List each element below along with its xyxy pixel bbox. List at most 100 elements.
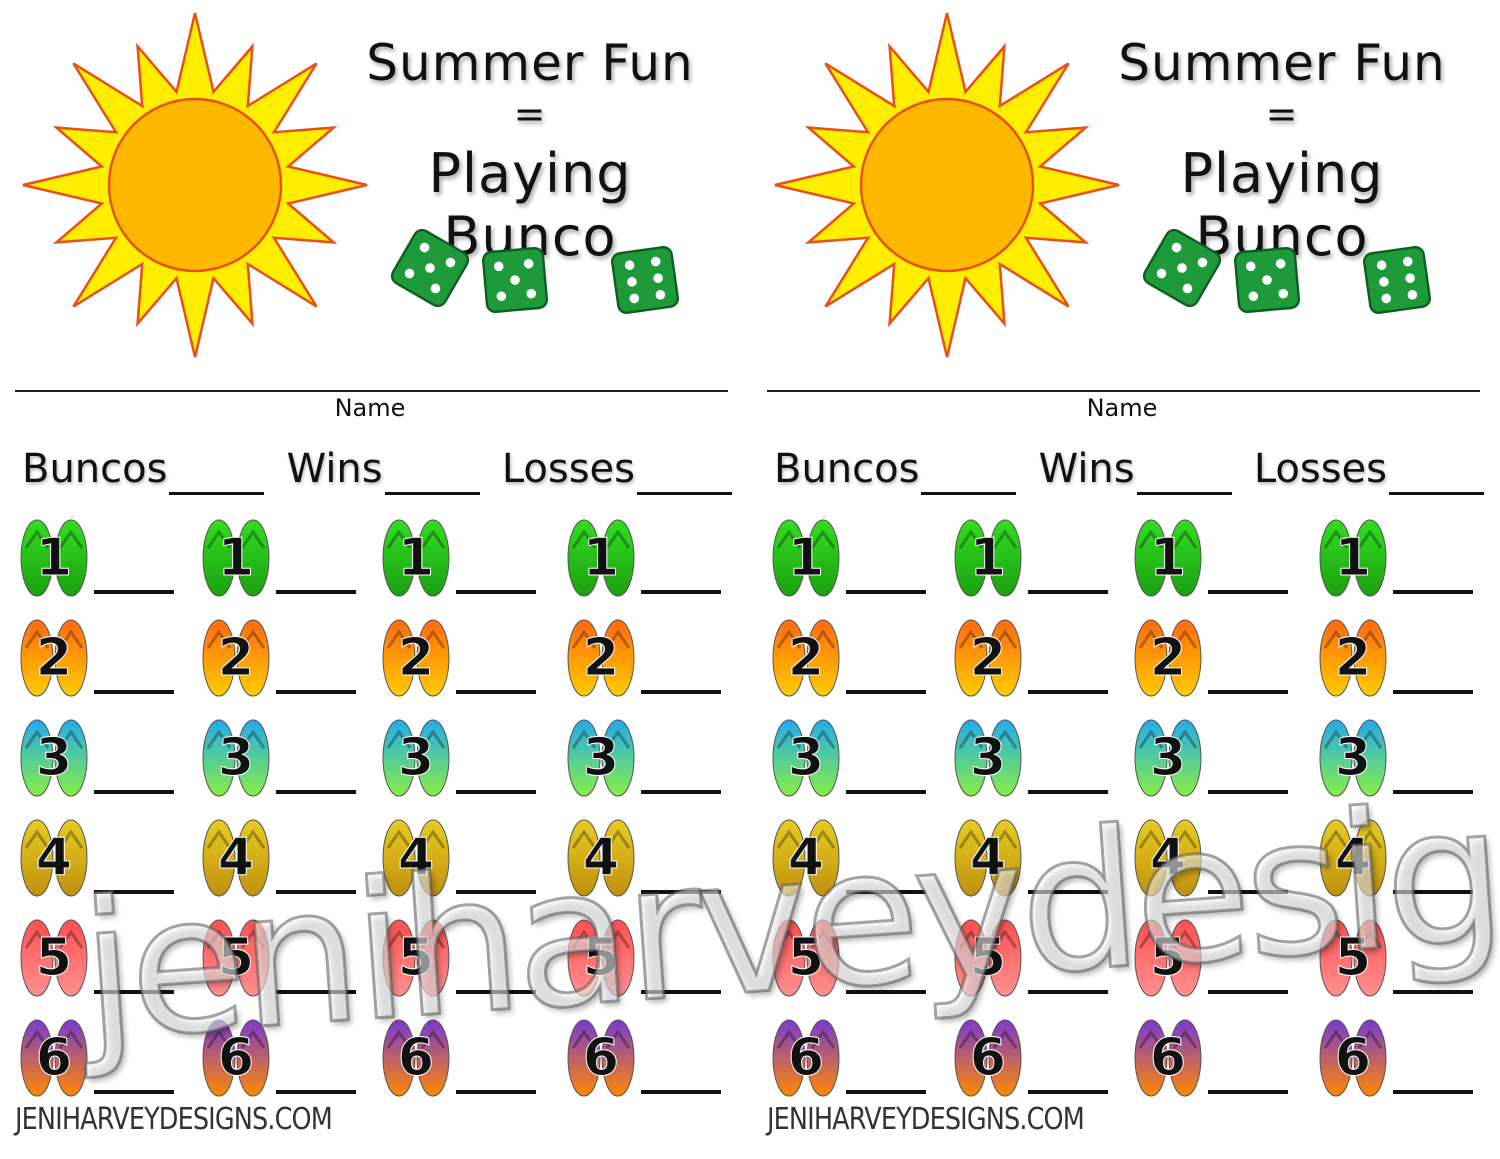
score-blank-field[interactable] [1028, 790, 1108, 794]
flip-flops-icon [1134, 819, 1202, 897]
score-blank-field[interactable] [846, 890, 926, 894]
round-number: 2 [582, 628, 620, 689]
round-number: 3 [969, 728, 1007, 789]
round-2-score-cell: 2 [770, 618, 930, 703]
stat-blank-field[interactable] [384, 446, 480, 495]
round-1-score-cell: 1 [952, 518, 1112, 603]
flip-flops-icon [382, 819, 450, 897]
round-number: 6 [1334, 1028, 1372, 1089]
score-blank-field[interactable] [1393, 1090, 1473, 1094]
score-blank-field[interactable] [1028, 990, 1108, 994]
round-number: 1 [969, 528, 1007, 589]
score-blank-field[interactable] [641, 790, 721, 794]
score-blank-field[interactable] [846, 990, 926, 994]
round-4-score-cell: 4 [200, 818, 360, 903]
stat-label: Buncos [22, 446, 168, 492]
round-number: 6 [35, 1028, 73, 1089]
flip-flops-icon [772, 1019, 840, 1097]
flip-flops-icon [382, 519, 450, 597]
score-blank-field[interactable] [1028, 1090, 1108, 1094]
score-blank-field[interactable] [641, 590, 721, 594]
score-blank-field[interactable] [456, 790, 536, 794]
score-blank-field[interactable] [94, 1090, 174, 1094]
round-2-score-cell: 2 [380, 618, 540, 703]
score-blank-field[interactable] [1208, 690, 1288, 694]
round-2-score-cell: 2 [200, 618, 360, 703]
score-card: Summer Fun = Playing Bunco Name Buncos Wins … [752, 0, 1500, 1159]
score-blank-field[interactable] [456, 590, 536, 594]
score-blank-field[interactable] [276, 690, 356, 694]
score-blank-field[interactable] [94, 690, 174, 694]
round-6-score-cell: 6 [380, 1018, 540, 1103]
score-blank-field[interactable] [276, 790, 356, 794]
score-blank-field[interactable] [94, 790, 174, 794]
round-1-score-cell: 1 [18, 518, 178, 603]
score-blank-field[interactable] [1028, 590, 1108, 594]
round-number: 5 [1149, 928, 1187, 989]
flip-flops-icon [567, 519, 635, 597]
score-blank-field[interactable] [1208, 890, 1288, 894]
footer-website: JENIHARVEYDESIGNS.COM [767, 1102, 1085, 1137]
score-blank-field[interactable] [1208, 790, 1288, 794]
stat-wins: Wins [287, 446, 480, 495]
round-number: 2 [35, 628, 73, 689]
sun-icon [774, 12, 1120, 358]
stats-row: Buncos Wins Losses [22, 446, 732, 495]
score-blank-field[interactable] [1208, 590, 1288, 594]
flip-flops-icon [20, 1019, 88, 1097]
score-blank-field[interactable] [1393, 990, 1473, 994]
score-blank-field[interactable] [641, 690, 721, 694]
score-blank-field[interactable] [456, 990, 536, 994]
score-blank-field[interactable] [1208, 1090, 1288, 1094]
round-number: 1 [35, 528, 73, 589]
stat-blank-field[interactable] [921, 446, 1017, 495]
stat-blank-field[interactable] [637, 446, 732, 495]
score-blank-field[interactable] [94, 590, 174, 594]
flip-flops-icon [567, 819, 635, 897]
flip-flops-icon [567, 1019, 635, 1097]
score-blank-field[interactable] [1393, 790, 1473, 794]
score-blank-field[interactable] [276, 1090, 356, 1094]
score-blank-field[interactable] [1393, 890, 1473, 894]
flip-flops-icon [202, 519, 270, 597]
round-1-score-cell: 1 [1317, 518, 1477, 603]
stat-label: Buncos [774, 446, 920, 492]
round-number: 5 [787, 928, 825, 989]
score-blank-field[interactable] [456, 890, 536, 894]
name-field[interactable] [15, 390, 728, 392]
round-4-score-cell: 4 [380, 818, 540, 903]
score-blank-field[interactable] [846, 1090, 926, 1094]
score-blank-field[interactable] [94, 890, 174, 894]
score-blank-field[interactable] [846, 790, 926, 794]
stat-blank-field[interactable] [169, 446, 265, 495]
stat-blank-field[interactable] [1389, 446, 1484, 495]
score-blank-field[interactable] [641, 990, 721, 994]
score-blank-field[interactable] [641, 1090, 721, 1094]
round-3-score-cell: 3 [1317, 718, 1477, 803]
score-blank-field[interactable] [1028, 890, 1108, 894]
round-6-score-cell: 6 [18, 1018, 178, 1103]
score-blank-field[interactable] [1393, 690, 1473, 694]
score-blank-field[interactable] [276, 990, 356, 994]
score-blank-field[interactable] [456, 690, 536, 694]
score-blank-field[interactable] [276, 590, 356, 594]
round-1-score-cell: 1 [770, 518, 930, 603]
score-blank-field[interactable] [1393, 590, 1473, 594]
score-blank-field[interactable] [846, 590, 926, 594]
flip-flops-icon [567, 919, 635, 997]
score-blank-field[interactable] [1028, 690, 1108, 694]
round-number: 4 [582, 828, 620, 889]
score-blank-field[interactable] [846, 690, 926, 694]
flip-flops-icon [1319, 719, 1387, 797]
score-blank-field[interactable] [276, 890, 356, 894]
score-blank-field[interactable] [456, 1090, 536, 1094]
stat-blank-field[interactable] [1136, 446, 1232, 495]
flip-flops-icon [202, 719, 270, 797]
round-number: 4 [1149, 828, 1187, 889]
round-number: 2 [1149, 628, 1187, 689]
score-blank-field[interactable] [94, 990, 174, 994]
score-blank-field[interactable] [1208, 990, 1288, 994]
round-number: 2 [1334, 628, 1372, 689]
score-blank-field[interactable] [641, 890, 721, 894]
name-field[interactable] [767, 390, 1480, 392]
